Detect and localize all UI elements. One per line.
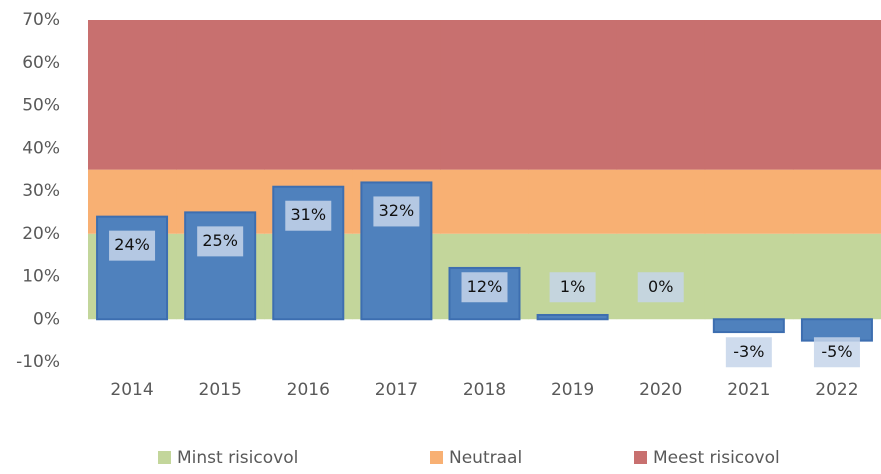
band	[616, 20, 706, 170]
x-tick-label: 2017	[375, 380, 418, 400]
legend-label: Neutraal	[449, 448, 522, 468]
bar	[184, 211, 257, 321]
legend-swatch	[430, 451, 443, 464]
y-tick-label: 0%	[33, 309, 60, 329]
x-tick-label: 2016	[287, 380, 330, 400]
value-label-box	[461, 272, 508, 303]
value-label-box	[373, 196, 420, 227]
x-tick-label: 2021	[727, 380, 770, 400]
x-tick-label: 2018	[463, 380, 506, 400]
y-tick-label: 50%	[22, 96, 60, 116]
x-tick-label: 2015	[199, 380, 242, 400]
value-label: 31%	[290, 205, 326, 224]
y-tick-label: 60%	[22, 53, 60, 73]
band	[88, 20, 177, 170]
band	[792, 169, 881, 234]
x-tick-label: 2014	[110, 380, 153, 400]
x-tick-label: 2022	[815, 380, 858, 400]
value-label: 25%	[202, 231, 238, 250]
legend-label: Meest risicovol	[653, 448, 780, 468]
band	[440, 169, 530, 234]
value-label-box	[109, 230, 156, 261]
band	[792, 233, 881, 320]
y-tick-label: 20%	[22, 224, 60, 244]
y-tick-label: 40%	[22, 138, 60, 158]
value-label-box	[549, 272, 596, 303]
band	[264, 20, 353, 170]
value-label: -3%	[733, 342, 764, 361]
value-label-box	[285, 200, 332, 231]
band	[704, 233, 794, 320]
legend-swatch	[158, 451, 171, 464]
band	[528, 169, 618, 234]
legend-label: Minst risicovol	[177, 448, 298, 468]
band	[440, 20, 530, 170]
y-tick-label: 30%	[22, 181, 60, 201]
value-label-box	[197, 226, 244, 257]
value-label: 1%	[560, 277, 585, 296]
bar	[712, 318, 785, 334]
value-label: 32%	[379, 201, 415, 220]
band	[792, 20, 881, 170]
value-label-box	[637, 272, 684, 303]
value-label-box	[725, 337, 772, 368]
value-label: 0%	[648, 277, 673, 296]
band	[616, 169, 706, 234]
x-tick-label: 2020	[639, 380, 682, 400]
y-tick-label: 70%	[22, 10, 60, 30]
band	[704, 169, 794, 234]
band	[704, 20, 794, 170]
bar	[96, 215, 169, 321]
value-label: -5%	[821, 342, 852, 361]
bar	[536, 313, 609, 321]
y-tick-label: -10%	[16, 352, 60, 372]
value-label-box	[813, 337, 860, 368]
legend-swatch	[634, 451, 647, 464]
band	[528, 20, 618, 170]
x-tick-label: 2019	[551, 380, 594, 400]
band	[352, 20, 441, 170]
y-tick-label: 10%	[22, 267, 60, 287]
band	[176, 20, 265, 170]
value-label: 12%	[467, 277, 503, 296]
value-label: 24%	[114, 235, 150, 254]
